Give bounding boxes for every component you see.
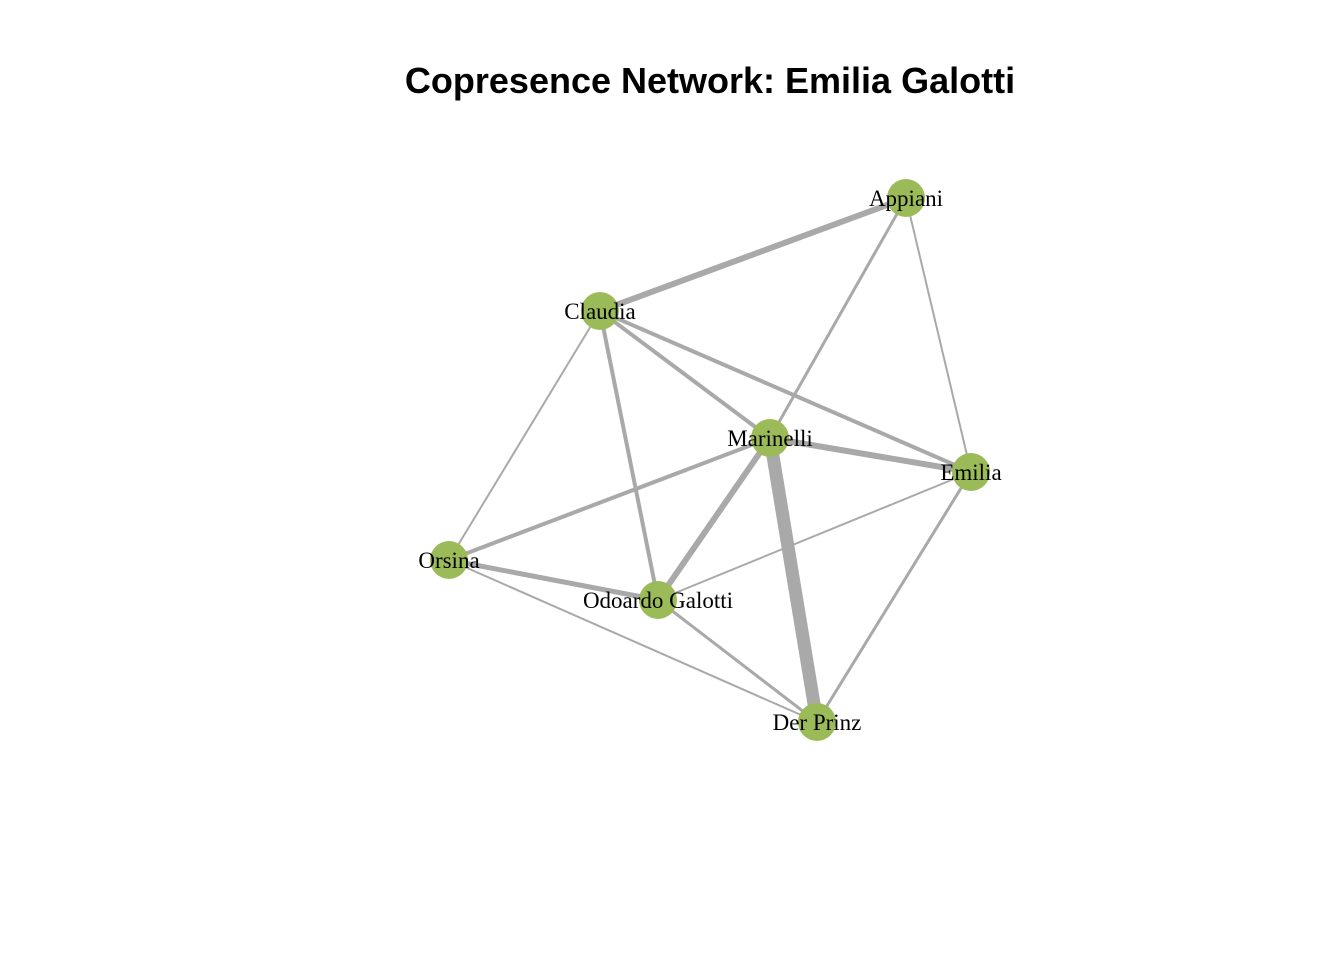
- edge-appiani-emilia: [905, 197, 972, 473]
- edge-layer: [448, 195, 973, 724]
- edge-appiani-marinelli: [768, 197, 908, 439]
- node-claudia: [581, 292, 619, 330]
- edge-claudia-marinelli: [598, 309, 772, 440]
- node-prinz: [798, 703, 836, 741]
- node-label-emilia: Emilia: [940, 460, 1001, 485]
- node-label-orsina: Orsina: [418, 548, 479, 573]
- edge-claudia-appiani: [598, 195, 908, 314]
- node-label-prinz: Der Prinz: [773, 710, 862, 735]
- edge-marinelli-odoardo: [655, 436, 773, 602]
- edge-marinelli-orsina: [448, 436, 771, 562]
- node-label-marinelli: Marinelli: [727, 426, 813, 451]
- edge-claudia-odoardo: [598, 310, 660, 601]
- edge-claudia-orsina: [448, 310, 601, 561]
- edge-orsina-prinz: [448, 559, 818, 723]
- node-label-claudia: Claudia: [564, 299, 636, 324]
- edge-marinelli-emilia: [769, 435, 972, 475]
- edge-odoardo-prinz: [657, 598, 818, 724]
- node-layer: [430, 179, 990, 741]
- label-layer: Appiani Claudia Marinelli Emilia Orsina Odoar…: [418, 186, 1001, 735]
- edge-orsina-odoardo: [448, 557, 659, 603]
- node-orsina: [430, 541, 468, 579]
- edge-marinelli-prinz: [763, 436, 824, 724]
- node-label-odoardo: Odoardo Galotti: [583, 588, 733, 613]
- graph-title: Copresence Network: Emilia Galotti: [405, 60, 1015, 101]
- node-marinelli: [751, 419, 789, 457]
- node-appiani: [887, 179, 925, 217]
- edge-emilia-prinz: [815, 471, 973, 723]
- node-label-appiani: Appiani: [869, 186, 943, 211]
- node-odoardo: [639, 581, 677, 619]
- edge-claudia-emilia: [599, 309, 972, 474]
- node-emilia: [952, 453, 990, 491]
- edge-emilia-odoardo: [657, 471, 972, 601]
